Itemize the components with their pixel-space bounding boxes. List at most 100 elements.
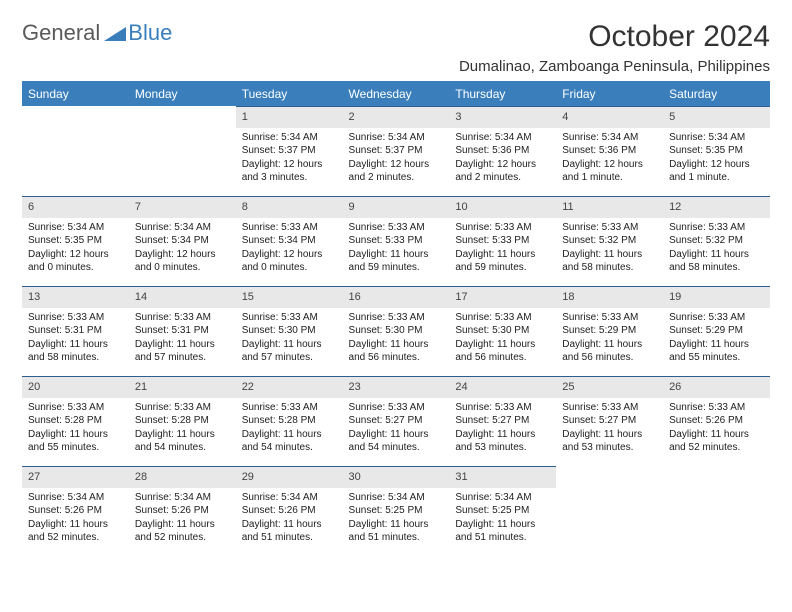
logo-triangle-icon <box>104 25 126 41</box>
sunrise-text: Sunrise: 5:34 AM <box>349 491 444 505</box>
day-number: 10 <box>449 196 556 218</box>
day-number: 6 <box>22 196 129 218</box>
sunrise-text: Sunrise: 5:34 AM <box>135 491 230 505</box>
day-details: Sunrise: 5:34 AMSunset: 5:25 PMDaylight:… <box>343 488 450 551</box>
day-number: 3 <box>449 106 556 128</box>
sunset-text: Sunset: 5:34 PM <box>135 234 230 248</box>
daylight-text: Daylight: 11 hours and 58 minutes. <box>669 248 764 275</box>
day-number: 11 <box>556 196 663 218</box>
sunrise-text: Sunrise: 5:34 AM <box>135 221 230 235</box>
daylight-text: Daylight: 11 hours and 59 minutes. <box>455 248 550 275</box>
sunset-text: Sunset: 5:28 PM <box>28 414 123 428</box>
day-details: Sunrise: 5:33 AMSunset: 5:34 PMDaylight:… <box>236 218 343 281</box>
day-details: Sunrise: 5:33 AMSunset: 5:32 PMDaylight:… <box>663 218 770 281</box>
weekday-header: Monday <box>129 82 236 106</box>
sunset-text: Sunset: 5:26 PM <box>135 504 230 518</box>
daylight-text: Daylight: 11 hours and 53 minutes. <box>562 428 657 455</box>
weekday-header: Tuesday <box>236 82 343 106</box>
calendar-day-cell: 22Sunrise: 5:33 AMSunset: 5:28 PMDayligh… <box>236 376 343 466</box>
daylight-text: Daylight: 11 hours and 56 minutes. <box>455 338 550 365</box>
sunset-text: Sunset: 5:26 PM <box>242 504 337 518</box>
calendar-day-cell: 25Sunrise: 5:33 AMSunset: 5:27 PMDayligh… <box>556 376 663 466</box>
day-details: Sunrise: 5:33 AMSunset: 5:30 PMDaylight:… <box>236 308 343 371</box>
day-number: 5 <box>663 106 770 128</box>
day-details: Sunrise: 5:34 AMSunset: 5:36 PMDaylight:… <box>449 128 556 191</box>
calendar-day-cell: 15Sunrise: 5:33 AMSunset: 5:30 PMDayligh… <box>236 286 343 376</box>
weekday-header: Sunday <box>22 82 129 106</box>
sunset-text: Sunset: 5:27 PM <box>562 414 657 428</box>
sunset-text: Sunset: 5:30 PM <box>242 324 337 338</box>
day-details: Sunrise: 5:33 AMSunset: 5:33 PMDaylight:… <box>343 218 450 281</box>
day-details: Sunrise: 5:33 AMSunset: 5:26 PMDaylight:… <box>663 398 770 461</box>
logo-text-blue: Blue <box>128 20 172 46</box>
daylight-text: Daylight: 11 hours and 52 minutes. <box>669 428 764 455</box>
sunset-text: Sunset: 5:36 PM <box>562 144 657 158</box>
calendar-day-cell: 4Sunrise: 5:34 AMSunset: 5:36 PMDaylight… <box>556 106 663 196</box>
day-number: 19 <box>663 286 770 308</box>
day-number: 9 <box>343 196 450 218</box>
daylight-text: Daylight: 12 hours and 2 minutes. <box>455 158 550 185</box>
day-details: Sunrise: 5:33 AMSunset: 5:32 PMDaylight:… <box>556 218 663 281</box>
sunrise-text: Sunrise: 5:34 AM <box>349 131 444 145</box>
weekday-header: Friday <box>556 82 663 106</box>
sunset-text: Sunset: 5:30 PM <box>349 324 444 338</box>
sunset-text: Sunset: 5:25 PM <box>349 504 444 518</box>
sunset-text: Sunset: 5:34 PM <box>242 234 337 248</box>
day-number: 26 <box>663 376 770 398</box>
calendar-day-cell: 8Sunrise: 5:33 AMSunset: 5:34 PMDaylight… <box>236 196 343 286</box>
sunrise-text: Sunrise: 5:33 AM <box>562 311 657 325</box>
daylight-text: Daylight: 11 hours and 55 minutes. <box>669 338 764 365</box>
calendar-body: 1Sunrise: 5:34 AMSunset: 5:37 PMDaylight… <box>22 106 770 556</box>
calendar-day-cell: 14Sunrise: 5:33 AMSunset: 5:31 PMDayligh… <box>129 286 236 376</box>
sunset-text: Sunset: 5:35 PM <box>28 234 123 248</box>
day-details: Sunrise: 5:34 AMSunset: 5:34 PMDaylight:… <box>129 218 236 281</box>
calendar-day-cell: 1Sunrise: 5:34 AMSunset: 5:37 PMDaylight… <box>236 106 343 196</box>
calendar-day-cell: 2Sunrise: 5:34 AMSunset: 5:37 PMDaylight… <box>343 106 450 196</box>
day-details: Sunrise: 5:33 AMSunset: 5:33 PMDaylight:… <box>449 218 556 281</box>
daylight-text: Daylight: 11 hours and 58 minutes. <box>562 248 657 275</box>
calendar-day-cell: 24Sunrise: 5:33 AMSunset: 5:27 PMDayligh… <box>449 376 556 466</box>
day-number: 31 <box>449 466 556 488</box>
daylight-text: Daylight: 12 hours and 1 minute. <box>562 158 657 185</box>
daylight-text: Daylight: 12 hours and 0 minutes. <box>135 248 230 275</box>
calendar-day-cell: 30Sunrise: 5:34 AMSunset: 5:25 PMDayligh… <box>343 466 450 556</box>
calendar-week-row: 27Sunrise: 5:34 AMSunset: 5:26 PMDayligh… <box>22 466 770 556</box>
daylight-text: Daylight: 11 hours and 56 minutes. <box>349 338 444 365</box>
day-number: 28 <box>129 466 236 488</box>
calendar-table: SundayMondayTuesdayWednesdayThursdayFrid… <box>22 82 770 556</box>
weekday-header: Thursday <box>449 82 556 106</box>
sunrise-text: Sunrise: 5:33 AM <box>562 221 657 235</box>
day-number: 4 <box>556 106 663 128</box>
weekday-header: Wednesday <box>343 82 450 106</box>
day-number: 7 <box>129 196 236 218</box>
calendar-empty-cell <box>22 106 129 196</box>
day-number: 30 <box>343 466 450 488</box>
day-details: Sunrise: 5:33 AMSunset: 5:29 PMDaylight:… <box>556 308 663 371</box>
calendar-day-cell: 3Sunrise: 5:34 AMSunset: 5:36 PMDaylight… <box>449 106 556 196</box>
sunrise-text: Sunrise: 5:33 AM <box>242 311 337 325</box>
daylight-text: Daylight: 12 hours and 1 minute. <box>669 158 764 185</box>
day-details: Sunrise: 5:34 AMSunset: 5:37 PMDaylight:… <box>236 128 343 191</box>
calendar-day-cell: 23Sunrise: 5:33 AMSunset: 5:27 PMDayligh… <box>343 376 450 466</box>
calendar-day-cell: 19Sunrise: 5:33 AMSunset: 5:29 PMDayligh… <box>663 286 770 376</box>
sunrise-text: Sunrise: 5:34 AM <box>28 491 123 505</box>
day-number: 25 <box>556 376 663 398</box>
calendar-week-row: 6 Sunrise: 5:34 AM Sunset: 5:35 PM Daylight… <box>22 196 770 286</box>
sunrise-text: Sunrise: 5:34 AM <box>242 491 337 505</box>
calendar-day-cell: 11Sunrise: 5:33 AMSunset: 5:32 PMDayligh… <box>556 196 663 286</box>
day-details: Sunrise: 5:34 AMSunset: 5:26 PMDaylight:… <box>129 488 236 551</box>
calendar-week-row: 1Sunrise: 5:34 AMSunset: 5:37 PMDaylight… <box>22 106 770 196</box>
day-details: Sunrise: 5:33 AMSunset: 5:29 PMDaylight:… <box>663 308 770 371</box>
day-details: Sunrise: 5:34 AMSunset: 5:26 PMDaylight:… <box>236 488 343 551</box>
day-details: Sunrise: 5:34 AMSunset: 5:36 PMDaylight:… <box>556 128 663 191</box>
logo: General Blue <box>22 20 172 46</box>
calendar-day-cell: 21Sunrise: 5:33 AMSunset: 5:28 PMDayligh… <box>129 376 236 466</box>
daylight-text: Daylight: 12 hours and 0 minutes. <box>242 248 337 275</box>
day-number: 24 <box>449 376 556 398</box>
sunset-text: Sunset: 5:26 PM <box>669 414 764 428</box>
calendar-day-cell: 18Sunrise: 5:33 AMSunset: 5:29 PMDayligh… <box>556 286 663 376</box>
sunset-text: Sunset: 5:36 PM <box>455 144 550 158</box>
day-details: Sunrise: 5:33 AMSunset: 5:27 PMDaylight:… <box>449 398 556 461</box>
day-number: 27 <box>22 466 129 488</box>
calendar-day-cell: 29Sunrise: 5:34 AMSunset: 5:26 PMDayligh… <box>236 466 343 556</box>
